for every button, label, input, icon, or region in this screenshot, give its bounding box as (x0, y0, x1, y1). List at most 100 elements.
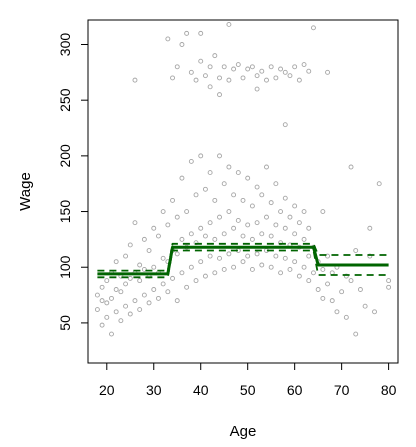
x-tick-label: 70 (334, 382, 350, 398)
data-point (353, 248, 359, 253)
data-point (292, 64, 298, 70)
data-point (207, 253, 213, 259)
y-tick-label: 100 (57, 255, 73, 279)
data-point (113, 287, 119, 292)
data-point (99, 284, 105, 290)
data-point (104, 278, 110, 284)
data-point (137, 307, 143, 312)
data-point (179, 236, 185, 242)
data-point (212, 270, 218, 276)
data-point (282, 195, 288, 201)
data-point (127, 311, 133, 317)
data-point (202, 73, 208, 79)
data-point (137, 278, 143, 284)
data-point (137, 262, 143, 268)
data-point (296, 273, 302, 279)
data-point (367, 225, 373, 231)
y-tick-label: 200 (57, 144, 73, 168)
data-point (165, 36, 171, 42)
data-point (160, 281, 166, 287)
data-point (264, 164, 269, 170)
data-point (104, 314, 110, 320)
data-point (193, 278, 199, 284)
data-point (217, 214, 222, 220)
data-point (353, 331, 359, 337)
data-point (226, 77, 232, 83)
data-point (132, 298, 138, 304)
data-point (174, 64, 180, 70)
data-point (282, 255, 288, 261)
data-point (311, 270, 316, 276)
data-point (311, 25, 316, 31)
data-point (348, 278, 354, 284)
data-point (221, 181, 227, 187)
data-point (301, 264, 307, 270)
data-point (132, 220, 138, 226)
data-point (306, 253, 312, 259)
data-point (212, 236, 218, 242)
data-point (339, 289, 345, 295)
data-point (357, 287, 363, 292)
data-point (99, 322, 105, 328)
x-tick-label: 40 (193, 382, 209, 398)
data-point (287, 267, 293, 272)
data-point (287, 214, 293, 220)
y-tick-label: 50 (57, 315, 73, 331)
plot-frame (87, 19, 399, 364)
data-point (207, 170, 213, 176)
data-point (174, 251, 180, 257)
data-point (109, 331, 114, 337)
data-point (141, 292, 147, 298)
data-point (329, 298, 335, 304)
data-point (94, 307, 100, 312)
data-point (254, 73, 260, 79)
data-point (292, 259, 298, 265)
data-point (217, 75, 222, 81)
data-point (179, 42, 185, 47)
data-point (113, 259, 119, 265)
data-point (151, 225, 157, 231)
data-point (259, 262, 265, 268)
data-point (198, 225, 204, 231)
data-point (273, 181, 279, 187)
data-point (141, 236, 147, 242)
y-tick-label: 150 (57, 200, 73, 224)
data-point (226, 251, 232, 257)
data-point (240, 75, 246, 81)
data-point (231, 192, 237, 198)
data-point (268, 200, 274, 206)
data-point (127, 242, 133, 248)
data-point (306, 278, 312, 284)
data-point (254, 251, 260, 257)
data-point (348, 164, 354, 170)
data-point (325, 253, 330, 259)
data-point (249, 203, 255, 209)
data-point (193, 77, 199, 83)
data-point (231, 264, 237, 270)
x-tick-label: 20 (99, 382, 115, 398)
data-point (325, 281, 330, 287)
data-point (278, 270, 284, 276)
data-point (254, 86, 260, 92)
data-point (231, 225, 237, 231)
data-point (296, 220, 302, 226)
data-point (282, 122, 288, 128)
confidence-band-line (97, 242, 389, 272)
data-point (306, 68, 312, 74)
data-point (259, 192, 265, 198)
data-point (254, 184, 260, 190)
data-point (221, 231, 227, 237)
data-point (179, 270, 185, 276)
confidence-band-line (97, 249, 389, 279)
data-point (221, 64, 227, 70)
data-point (259, 68, 265, 74)
data-point (160, 209, 166, 214)
x-axis-label: Age (230, 423, 257, 440)
data-point (202, 273, 208, 279)
data-point (217, 255, 222, 261)
data-point (193, 240, 199, 246)
data-point (170, 197, 175, 203)
data-point (268, 233, 274, 239)
data-point (165, 289, 171, 295)
